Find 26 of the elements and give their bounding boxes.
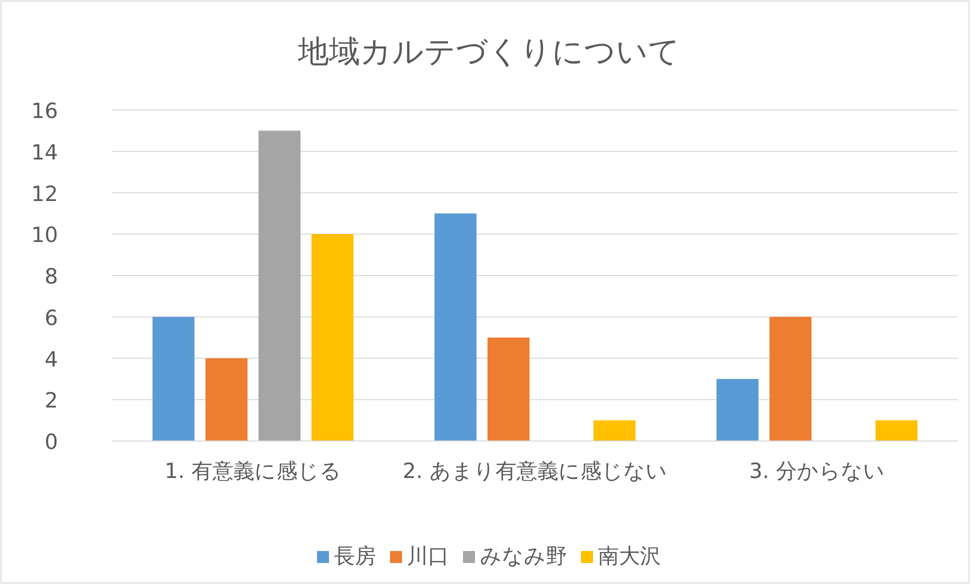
y-tick-label: 12: [31, 182, 58, 206]
legend-label: みなみ野: [480, 544, 567, 568]
bar: [770, 316, 812, 441]
x-tick-label: 2. あまり有意義に感じない: [402, 459, 668, 483]
bar: [434, 213, 476, 441]
bar: [312, 234, 354, 441]
chart-title: 地域カルテづくりについて: [297, 34, 680, 70]
y-tick-label: 6: [44, 306, 58, 330]
legend-label: 長房: [334, 544, 376, 568]
y-tick-label: 0: [44, 430, 58, 454]
y-tick-label: 14: [31, 140, 58, 164]
bar: [594, 420, 636, 441]
bar: [488, 338, 530, 441]
y-tick-label: 4: [44, 347, 58, 372]
bar: [206, 358, 248, 441]
bar: [876, 420, 918, 441]
bar: [152, 316, 194, 441]
y-tick-label: 10: [31, 223, 58, 248]
y-tick-label: 8: [44, 264, 58, 288]
y-tick-label: 16: [31, 99, 58, 123]
x-tick-label: 1. 有意義に感じる: [164, 459, 342, 483]
legend-label: 南大沢: [598, 544, 661, 568]
bar: [716, 378, 758, 441]
x-tick-label: 3. 分からない: [749, 459, 885, 483]
y-tick-label: 2: [44, 388, 58, 413]
legend-label: 川口: [407, 544, 449, 568]
